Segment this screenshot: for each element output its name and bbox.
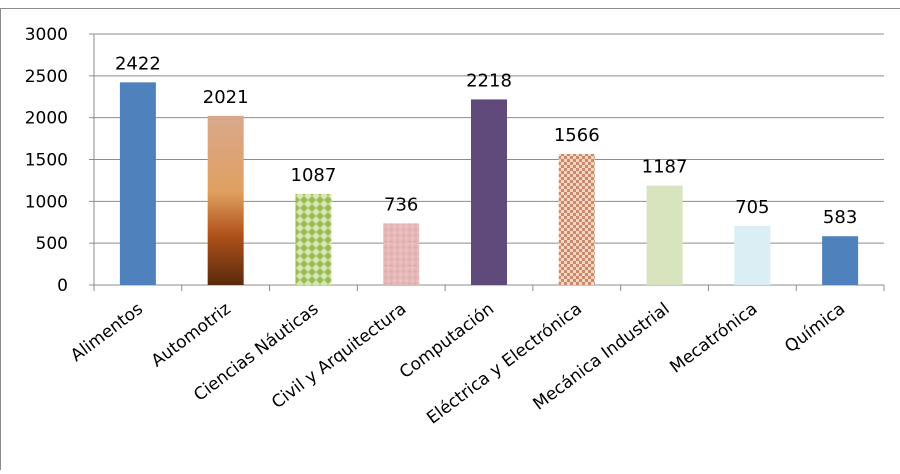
bar-mecatr-nica	[734, 226, 771, 285]
x-tick-label: Automotriz	[148, 299, 235, 371]
data-label: 2218	[466, 70, 512, 91]
frame-top-border	[0, 8, 900, 9]
data-label: 583	[823, 207, 857, 228]
data-label: 736	[384, 194, 418, 215]
data-label: 1187	[642, 157, 688, 178]
bar-ciencias-n-uticas	[295, 194, 332, 285]
frame-left-border	[0, 8, 1, 470]
x-tick-label: Química	[781, 299, 849, 357]
y-tick-label: 2500	[25, 67, 68, 87]
y-tick-label: 3000	[25, 25, 68, 45]
y-tick-label: 500	[36, 234, 68, 254]
bar-mec-nica-industrial	[646, 185, 683, 285]
y-tick-labels: 0 500 1000 1500 2000 2500 3000	[25, 25, 68, 296]
data-labels: 2422 2021 1087 736 2218 1566 1187 705 583	[115, 53, 857, 228]
bar-civil-y-arquitectura	[383, 223, 420, 285]
data-label: 2021	[203, 87, 249, 108]
x-tick-label: Eléctrica y Electrónica	[423, 299, 586, 428]
bar-qu-mica	[822, 236, 859, 285]
bar-el-ctrica-y-electr-nica	[558, 153, 595, 285]
bar-automotriz	[207, 115, 244, 285]
bars	[119, 82, 859, 285]
x-tick-label: Mecatrónica	[666, 299, 761, 377]
y-tick-label: 0	[57, 276, 68, 296]
y-tick-label: 1500	[25, 151, 68, 171]
x-tick-label: Alimentos	[67, 299, 147, 366]
bar-alimentos	[119, 82, 156, 285]
bar-computaci-n	[471, 99, 507, 285]
data-label: 2422	[115, 53, 161, 74]
y-tick-label: 2000	[25, 109, 68, 129]
data-label: 1566	[554, 125, 600, 146]
data-label: 705	[735, 197, 769, 218]
data-label: 1087	[291, 165, 337, 186]
y-tick-label: 1000	[25, 192, 68, 212]
